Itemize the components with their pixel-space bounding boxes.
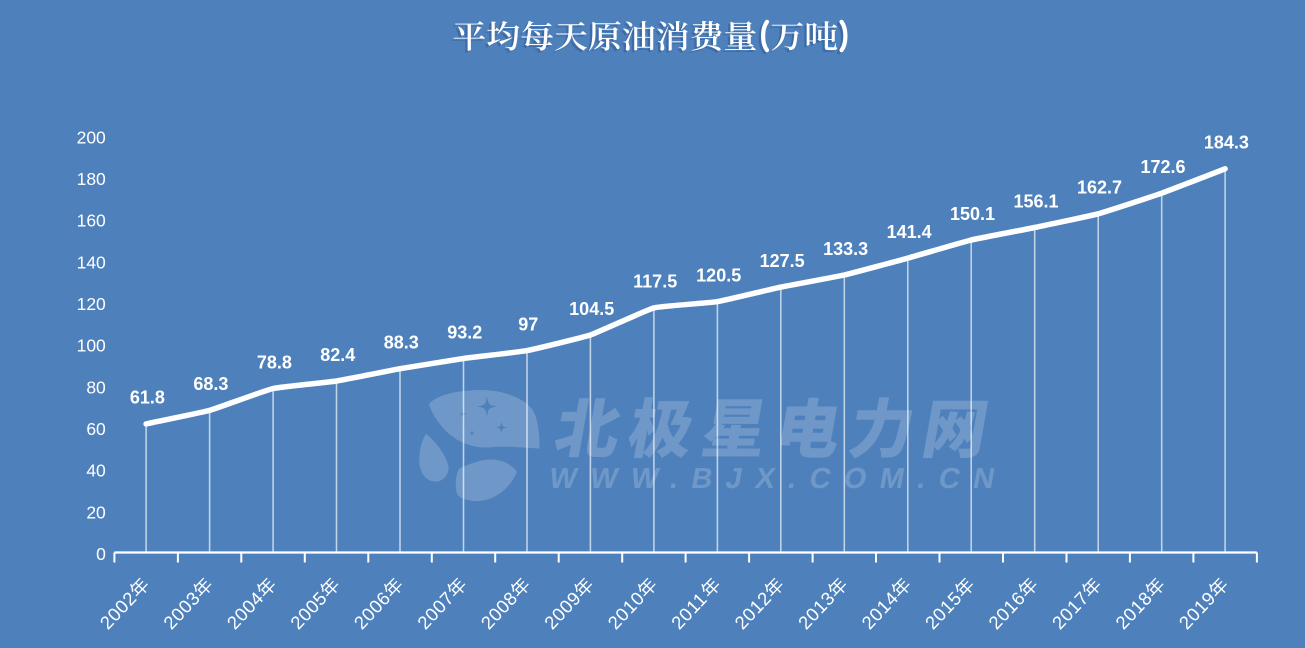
svg-text:150.1: 150.1 <box>950 204 995 224</box>
svg-text:120.5: 120.5 <box>696 266 741 286</box>
svg-text:160: 160 <box>77 211 106 231</box>
svg-text:80: 80 <box>86 377 106 397</box>
svg-text:172.6: 172.6 <box>1140 157 1185 177</box>
svg-text:133.3: 133.3 <box>823 239 868 259</box>
svg-text:60: 60 <box>86 419 106 439</box>
svg-text:88.3: 88.3 <box>384 333 419 353</box>
svg-text:68.3: 68.3 <box>193 374 228 394</box>
svg-text:141.4: 141.4 <box>887 222 932 242</box>
svg-text:156.1: 156.1 <box>1013 191 1058 211</box>
svg-text:180: 180 <box>77 169 106 189</box>
svg-text:40: 40 <box>86 461 106 481</box>
svg-text:104.5: 104.5 <box>569 299 614 319</box>
svg-text:127.5: 127.5 <box>760 251 805 271</box>
svg-text:93.2: 93.2 <box>447 322 482 342</box>
svg-text:0: 0 <box>96 544 106 564</box>
svg-text:162.7: 162.7 <box>1077 178 1122 198</box>
svg-text:140: 140 <box>77 252 106 272</box>
svg-text:61.8: 61.8 <box>130 388 165 408</box>
svg-text:117.5: 117.5 <box>633 272 677 292</box>
svg-text:20: 20 <box>86 502 106 522</box>
svg-text:97: 97 <box>518 314 538 334</box>
svg-text:82.4: 82.4 <box>320 345 355 365</box>
svg-text:WWW.BJX.COM.CN: WWW.BJX.COM.CN <box>547 463 1011 495</box>
svg-text:100: 100 <box>77 336 106 356</box>
svg-text:200: 200 <box>77 127 106 147</box>
svg-text:78.8: 78.8 <box>257 352 292 372</box>
svg-text:184.3: 184.3 <box>1204 133 1249 153</box>
svg-text:120: 120 <box>77 294 106 314</box>
